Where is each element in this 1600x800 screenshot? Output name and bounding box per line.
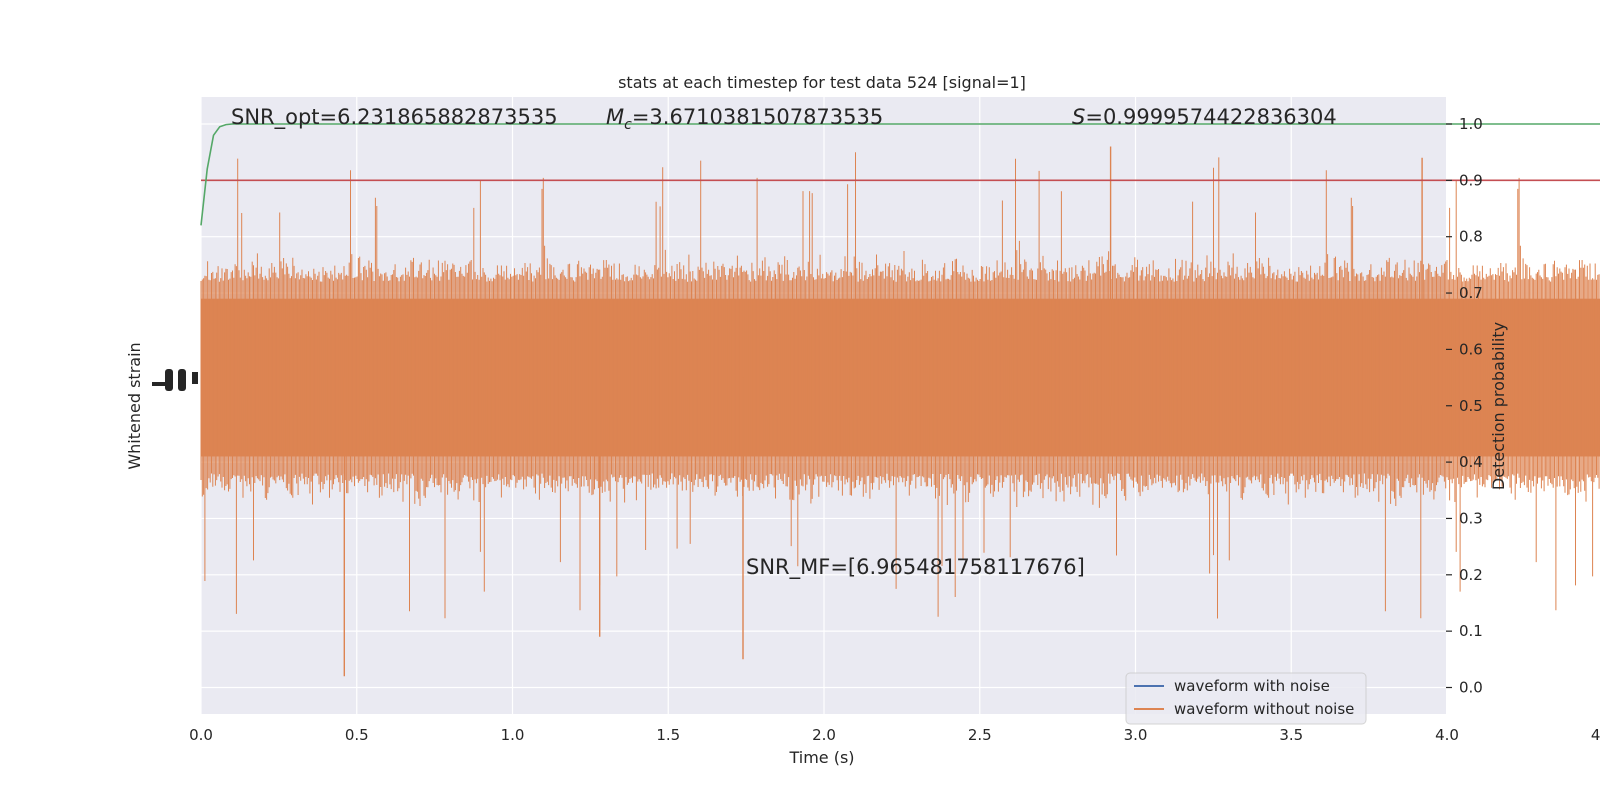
x-tick-label: 4.0 [1435, 726, 1459, 744]
y-tick-label: 0.4 [1459, 453, 1483, 471]
y-tick-label: 0.7 [1459, 284, 1483, 302]
series-without-noise-spikes [343, 146, 1423, 677]
mc-annotation: Mc=3.6710381507873535 [606, 105, 883, 133]
snr-mf-annotation: SNR_MF=[6.965481758117676] [746, 555, 1085, 580]
mc-value: =3.6710381507873535 [632, 105, 883, 129]
s-value: =0.9999574422836304 [1085, 105, 1336, 129]
left-axis-ticks-artifact [152, 369, 198, 391]
legend: waveform with noise waveform without noi… [1125, 672, 1367, 725]
x-tick-label: 2.5 [968, 726, 992, 744]
y-tick-label: 0.2 [1459, 566, 1483, 584]
y-axis-left-label: Whitened strain [125, 342, 144, 469]
x-axis-label: Time (s) [788, 748, 854, 767]
x-tick-label: 0.0 [189, 726, 213, 744]
s-annotation: S=0.9999574422836304 [1072, 105, 1337, 129]
y-tick-label: 0.0 [1459, 679, 1483, 697]
legend-label-without-noise: waveform without noise [1174, 700, 1354, 718]
y-tick-label: 0.6 [1459, 340, 1483, 358]
series-without-noise-trace [200, 152, 1600, 619]
x-tick-label: 1.5 [656, 726, 680, 744]
y-tick-label: 1.0 [1459, 115, 1483, 133]
legend-label-with-noise: waveform with noise [1174, 677, 1330, 695]
chart-title: stats at each timestep for test data 524… [618, 73, 1026, 92]
probability-lines [200, 123, 1600, 226]
y-tick-label: 0.3 [1459, 509, 1483, 527]
mc-subscript: c [624, 117, 632, 133]
y-tick-label: 0.9 [1459, 171, 1483, 189]
x-tick-label: 0.5 [345, 726, 369, 744]
y-tick-label: 0.5 [1459, 397, 1483, 415]
snr-opt-annotation: SNR_opt=6.231865882873535 [231, 105, 558, 130]
legend-box [1125, 672, 1367, 725]
x-tick-label: 2.0 [812, 726, 836, 744]
y-tick-label: 0.1 [1459, 622, 1483, 640]
series-waveform-without-noise [200, 146, 1600, 677]
y-axis-right-label: Detection probability [1489, 322, 1508, 490]
x-axis-ticks: 0.00.51.01.52.02.53.03.54.04.55.05.56.06… [189, 726, 1600, 744]
x-tick-label: 3.5 [1279, 726, 1303, 744]
detection-probability-line [200, 123, 1600, 226]
x-tick-label: 1.0 [501, 726, 525, 744]
s-symbol: S [1072, 105, 1085, 129]
x-tick-label: 4.5 [1591, 726, 1600, 744]
mc-symbol: M [606, 105, 624, 129]
y-tick-label: 0.8 [1459, 228, 1483, 246]
x-tick-label: 3.0 [1124, 726, 1148, 744]
y-axis-right-ticks: 0.0 0.1 0.2 0.3 0.4 0.5 0.6 0.7 0.8 0.9 1.0 [1446, 115, 1483, 697]
